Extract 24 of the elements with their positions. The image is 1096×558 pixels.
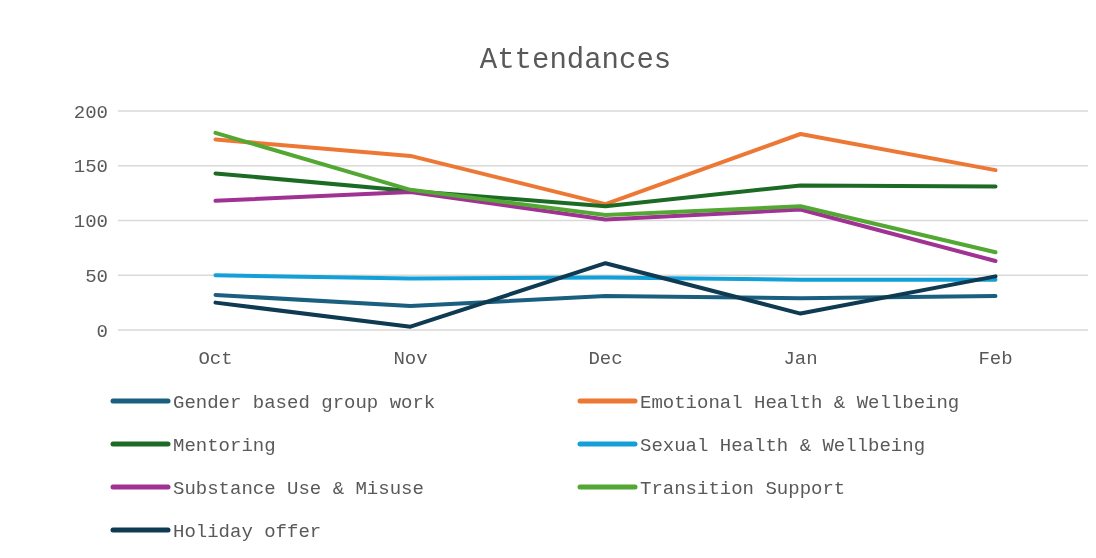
line-series bbox=[213, 130, 998, 255]
line-series bbox=[213, 132, 998, 207]
line-series bbox=[213, 190, 998, 264]
legend-label: Gender based group work bbox=[173, 391, 436, 414]
y-tick-label: 100 bbox=[73, 211, 108, 234]
legend-label: Transition Support bbox=[640, 477, 846, 500]
line-series bbox=[213, 261, 998, 329]
legend-label: Sexual Health & Wellbeing bbox=[640, 434, 926, 457]
chart-title: Attendances bbox=[479, 44, 672, 77]
legend-label: Holiday offer bbox=[173, 520, 322, 543]
y-tick-label: 150 bbox=[73, 156, 108, 179]
x-tick-label: Nov bbox=[393, 348, 428, 370]
x-tick-label: Feb bbox=[978, 348, 1013, 370]
x-tick-label: Jan bbox=[783, 348, 818, 370]
line-series bbox=[213, 171, 998, 209]
legend-label: Mentoring bbox=[173, 434, 276, 457]
legend-label: Emotional Health & Wellbeing bbox=[640, 391, 960, 414]
y-tick-label: 50 bbox=[85, 265, 108, 288]
legend-label: Substance Use & Misuse bbox=[173, 477, 424, 500]
line-series bbox=[213, 292, 998, 308]
x-tick-label: Oct bbox=[198, 348, 233, 370]
x-tick-label: Dec bbox=[588, 348, 623, 370]
y-tick-label: 200 bbox=[73, 101, 108, 124]
y-tick-label: 0 bbox=[96, 320, 108, 343]
